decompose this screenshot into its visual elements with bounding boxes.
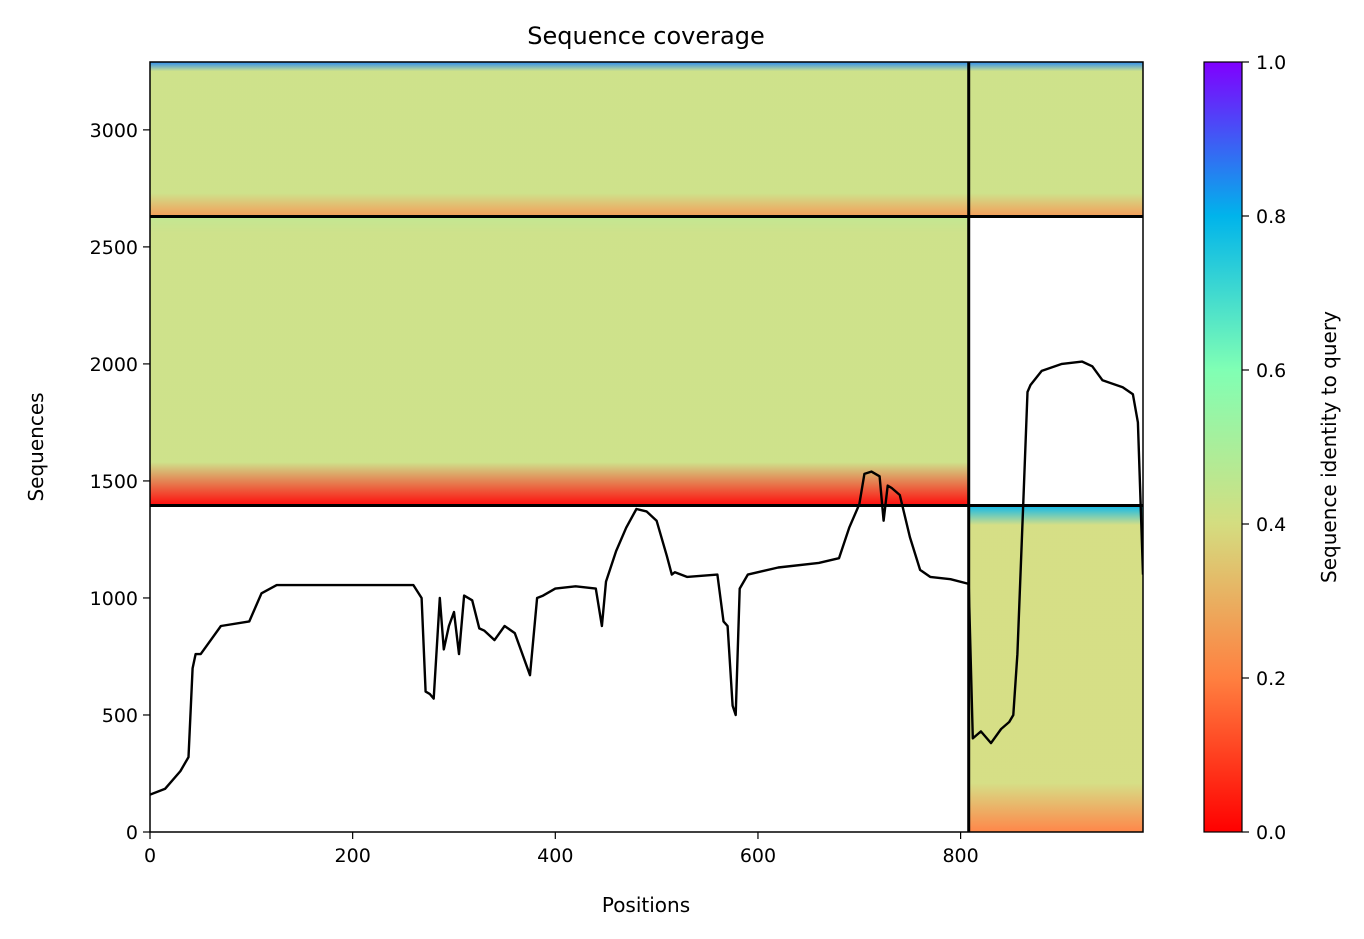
x-tick-label: 800 [942, 845, 978, 867]
chain-boundaries [150, 62, 1143, 832]
chart-title: Sequence coverage [527, 22, 764, 50]
block-chain-1-unpaired [150, 216, 969, 506]
colorbar-tick-label: 0.2 [1256, 668, 1286, 690]
x-tick-label: 400 [537, 845, 573, 867]
y-tick-label: 1500 [90, 471, 138, 493]
y-axis-ticks: 0 500 1000 1500 2000 2500 3000 [90, 120, 150, 844]
coverage-line [150, 360, 1143, 796]
y-tick-label: 1000 [90, 588, 138, 610]
y-tick-label: 0 [126, 822, 138, 844]
block-chain-2-unpaired [968, 505, 1143, 832]
colorbar-tick-label: 0.4 [1256, 514, 1286, 536]
y-tick-label: 2000 [90, 354, 138, 376]
y-tick-label: 2500 [90, 237, 138, 259]
colorbar-tick-label: 0.8 [1256, 206, 1286, 228]
x-tick-label: 200 [335, 845, 371, 867]
colorbar-label: Sequence identity to query [1317, 311, 1341, 583]
colorbar-ticks: 0.0 0.2 0.4 0.6 0.8 1.0 [1242, 52, 1286, 844]
colorbar-tick-label: 1.0 [1256, 52, 1286, 74]
x-axis-ticks: 0 200 400 600 800 [144, 832, 979, 867]
colorbar-tick-label: 0.6 [1256, 360, 1286, 382]
x-axis-label: Positions [602, 893, 690, 917]
y-tick-label: 500 [102, 705, 138, 727]
x-tick-label: 0 [144, 845, 156, 867]
block-paired [150, 62, 1143, 217]
y-tick-label: 3000 [90, 120, 138, 142]
x-tick-label: 600 [740, 845, 776, 867]
plot-area [150, 62, 1143, 832]
heatmap-blocks [150, 62, 1143, 832]
plot-frame [149, 61, 1144, 833]
colorbar-tick-label: 0.0 [1256, 822, 1286, 844]
y-axis-label: Sequences [24, 392, 48, 501]
colorbar [1203, 61, 1243, 833]
